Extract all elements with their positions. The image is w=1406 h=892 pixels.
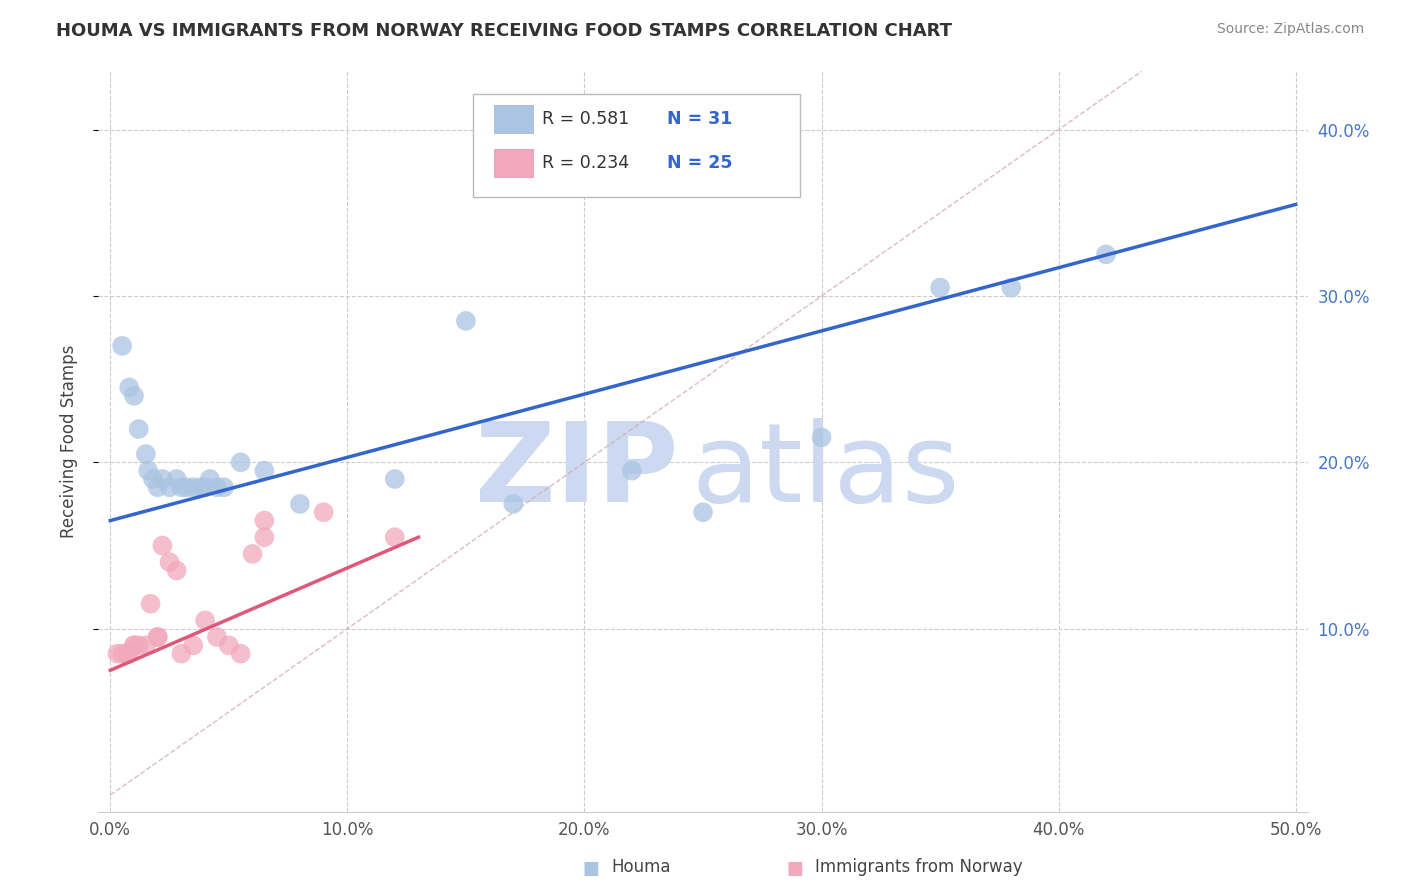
Point	[218, 638, 240, 652]
Text: HOUMA VS IMMIGRANTS FROM NORWAY RECEIVING FOOD STAMPS CORRELATION CHART: HOUMA VS IMMIGRANTS FROM NORWAY RECEIVIN…	[56, 22, 952, 40]
Point	[170, 647, 193, 661]
Point	[122, 638, 145, 652]
Point	[253, 530, 276, 544]
Point	[288, 497, 311, 511]
Point	[170, 480, 193, 494]
Point	[135, 638, 157, 652]
Point	[146, 630, 169, 644]
Point	[929, 280, 952, 294]
Point	[620, 464, 643, 478]
Text: ZIP: ZIP	[475, 417, 679, 524]
Point	[128, 638, 150, 652]
Point	[122, 638, 145, 652]
Point	[135, 447, 157, 461]
Point	[205, 480, 228, 494]
Point	[198, 472, 221, 486]
Point	[229, 455, 252, 469]
Point	[253, 514, 276, 528]
Text: N = 25: N = 25	[666, 154, 733, 172]
Text: R = 0.581: R = 0.581	[543, 110, 630, 128]
Point	[454, 314, 477, 328]
Point	[136, 464, 159, 478]
Point	[139, 597, 162, 611]
Y-axis label: Receiving Food Stamps: Receiving Food Stamps	[59, 345, 77, 538]
Text: ▪: ▪	[581, 853, 600, 881]
Point	[111, 647, 134, 661]
Point	[181, 480, 204, 494]
Point	[1000, 280, 1022, 294]
Point	[212, 480, 235, 494]
Point	[174, 480, 197, 494]
Point	[190, 480, 212, 494]
FancyBboxPatch shape	[474, 94, 800, 197]
Point	[159, 480, 181, 494]
Point	[242, 547, 264, 561]
Point	[194, 480, 217, 494]
Point	[692, 505, 714, 519]
Point	[159, 555, 181, 569]
Point	[122, 389, 145, 403]
Point	[111, 339, 134, 353]
Point	[384, 472, 406, 486]
Point	[128, 422, 150, 436]
FancyBboxPatch shape	[494, 104, 533, 133]
Text: Immigrants from Norway: Immigrants from Norway	[815, 858, 1024, 876]
Text: R = 0.234: R = 0.234	[543, 154, 630, 172]
Point	[205, 630, 228, 644]
Point	[142, 472, 165, 486]
Point	[312, 505, 335, 519]
Point	[384, 530, 406, 544]
Point	[810, 430, 832, 444]
Point	[253, 464, 276, 478]
Point	[152, 539, 174, 553]
Point	[146, 480, 169, 494]
Point	[152, 472, 174, 486]
Point	[502, 497, 524, 511]
Point	[115, 647, 138, 661]
Text: N = 31: N = 31	[666, 110, 733, 128]
Text: atlas: atlas	[690, 417, 959, 524]
Point	[194, 614, 217, 628]
Text: ▪: ▪	[785, 853, 804, 881]
Point	[181, 638, 204, 652]
Point	[166, 564, 188, 578]
Point	[146, 630, 169, 644]
Text: Source: ZipAtlas.com: Source: ZipAtlas.com	[1216, 22, 1364, 37]
Point	[118, 647, 141, 661]
Text: Houma: Houma	[612, 858, 671, 876]
Point	[118, 380, 141, 394]
Point	[229, 647, 252, 661]
Point	[166, 472, 188, 486]
FancyBboxPatch shape	[494, 149, 533, 178]
Point	[105, 647, 128, 661]
Point	[1095, 247, 1118, 261]
